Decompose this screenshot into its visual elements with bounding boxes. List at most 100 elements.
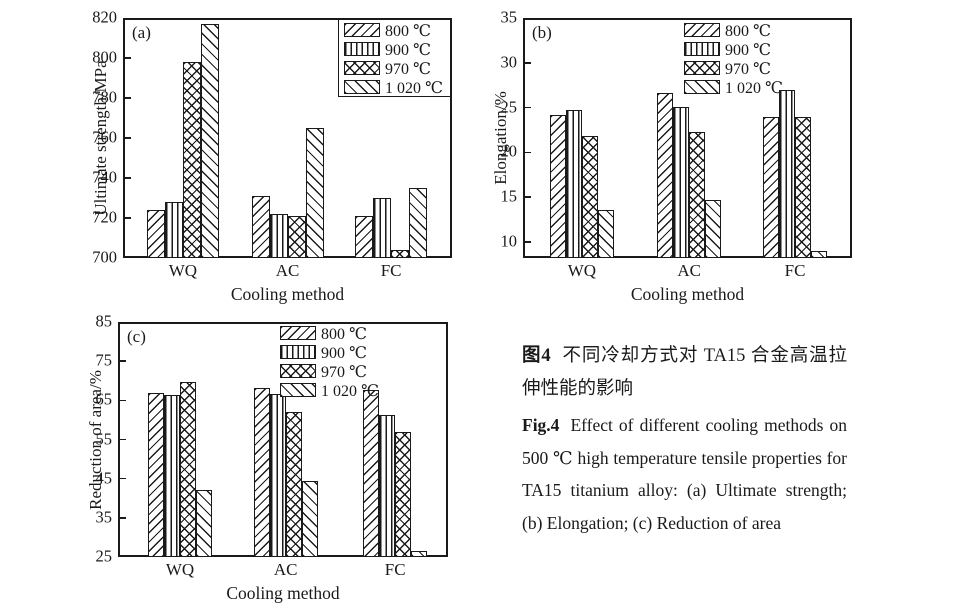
y-tick-mark-a bbox=[125, 137, 131, 139]
x-tick-label-b: FC bbox=[784, 261, 806, 280]
legend-swatch-a bbox=[344, 23, 380, 37]
y-tick-mark-b bbox=[525, 151, 531, 154]
y-tick-mark-b bbox=[525, 196, 531, 198]
y-tick-label-c: 35 bbox=[95, 507, 113, 527]
bar-c-WQ-series2 bbox=[180, 382, 197, 557]
bar-b-AC-series3 bbox=[705, 199, 722, 258]
y-tick-label-c: 75 bbox=[95, 350, 113, 370]
figure-caption: 图4 不同冷却方式对 TA15 合金高温拉伸性能的影响 Fig.4 Effect o… bbox=[522, 340, 847, 539]
y-tick-label-c: 25 bbox=[95, 546, 113, 566]
bar-b-WQ-series0 bbox=[549, 114, 566, 258]
bar-a-FC-series2 bbox=[391, 250, 410, 258]
caption-chinese-label: 图4 bbox=[522, 346, 551, 366]
legend-label-a: 800 ℃ bbox=[385, 23, 431, 40]
caption-chinese-text: 不同冷却方式对 TA15 合金高温拉伸性能的影响 bbox=[522, 346, 847, 399]
bar-a-AC-series3 bbox=[305, 128, 324, 258]
x-tick-label-c: WQ bbox=[165, 560, 195, 579]
bar-a-FC-series3 bbox=[409, 188, 428, 258]
bar-b-FC-series1 bbox=[779, 89, 796, 258]
bar-b-WQ-series2 bbox=[581, 136, 598, 258]
x-axis-label-c: Cooling method bbox=[226, 583, 340, 603]
y-tick-mark-a bbox=[125, 57, 131, 59]
bar-a-WQ-series0 bbox=[146, 210, 165, 258]
x-tick-label-a: WQ bbox=[168, 261, 198, 280]
y-tick-mark-a bbox=[125, 217, 131, 219]
caption-english: Fig.4 Effect of different cooling methods… bbox=[522, 409, 847, 539]
y-tick-label-b: 15 bbox=[500, 186, 518, 206]
bar-a-WQ-series1 bbox=[164, 202, 183, 258]
legend-swatch-c bbox=[280, 383, 316, 397]
bar-c-FC-series2 bbox=[395, 431, 412, 557]
bar-c-WQ-series1 bbox=[164, 395, 181, 557]
bar-b-AC-series1 bbox=[673, 106, 690, 258]
y-axis-label-b: Elongation/% bbox=[491, 91, 510, 185]
legend-swatch-b bbox=[684, 61, 720, 75]
x-tick-label-b: AC bbox=[677, 261, 701, 280]
bar-a-FC-series1 bbox=[373, 198, 392, 258]
y-tick-mark-b bbox=[525, 62, 531, 64]
bar-c-WQ-series3 bbox=[196, 489, 213, 557]
y-tick-label-b: 30 bbox=[500, 52, 518, 72]
y-tick-label-a: 720 bbox=[92, 207, 117, 227]
legend-label-b: 1 020 ℃ bbox=[725, 80, 783, 97]
legend-swatch-b bbox=[684, 80, 720, 94]
caption-english-label: Fig.4 bbox=[522, 415, 560, 435]
bar-c-AC-series2 bbox=[285, 412, 302, 557]
legend-border-a bbox=[338, 18, 452, 97]
y-tick-mark-c bbox=[120, 477, 126, 480]
legend-swatch-a bbox=[344, 80, 380, 94]
x-tick-label-c: FC bbox=[384, 560, 406, 579]
legend-swatch-b bbox=[684, 42, 720, 56]
y-tick-mark-a bbox=[125, 97, 131, 99]
bar-a-AC-series1 bbox=[269, 214, 288, 258]
bar-b-AC-series0 bbox=[657, 93, 674, 258]
bar-b-FC-series3 bbox=[811, 250, 828, 258]
y-tick-label-a: 740 bbox=[92, 167, 117, 187]
y-tick-label-c: 85 bbox=[95, 311, 113, 331]
panel-label-a: (a) bbox=[132, 23, 151, 42]
legend-swatch-c bbox=[280, 326, 316, 340]
legend-swatch-a bbox=[344, 42, 380, 56]
bar-b-WQ-series3 bbox=[597, 209, 614, 258]
y-tick-mark-c bbox=[120, 438, 126, 441]
y-tick-label-a: 800 bbox=[92, 47, 117, 67]
x-axis-label-a: Cooling method bbox=[230, 284, 345, 304]
y-tick-label-a: 760 bbox=[92, 127, 117, 147]
legend-label-c: 800 ℃ bbox=[321, 326, 367, 343]
y-tick-label-c: 45 bbox=[95, 468, 113, 488]
legend-swatch-b bbox=[684, 23, 720, 37]
legend-swatch-c bbox=[280, 345, 316, 359]
y-tick-label-a: 820 bbox=[92, 7, 117, 27]
y-tick-label-c: 65 bbox=[95, 389, 113, 409]
y-tick-label-b: 25 bbox=[500, 97, 518, 117]
bar-c-AC-series3 bbox=[301, 481, 318, 557]
x-axis-label-b: Cooling method bbox=[630, 284, 745, 304]
bar-a-WQ-series3 bbox=[200, 24, 219, 258]
bar-b-WQ-series1 bbox=[565, 110, 582, 258]
y-tick-mark-c bbox=[120, 360, 126, 362]
y-axis-label-c: Reduction of area/% bbox=[86, 369, 105, 510]
legend-swatch-c bbox=[280, 364, 316, 378]
legend-label-c: 900 ℃ bbox=[321, 345, 367, 362]
x-tick-label-c: AC bbox=[273, 560, 298, 579]
legend-label-c: 970 ℃ bbox=[321, 364, 367, 381]
bar-b-FC-series0 bbox=[763, 116, 780, 258]
bar-a-AC-series2 bbox=[287, 216, 306, 258]
panel-label-c: (c) bbox=[127, 327, 146, 346]
bar-c-AC-series1 bbox=[269, 393, 286, 557]
bar-a-WQ-series2 bbox=[182, 62, 201, 258]
bar-a-AC-series0 bbox=[251, 196, 270, 258]
legend-label-a: 900 ℃ bbox=[385, 42, 431, 59]
bar-c-AC-series0 bbox=[253, 388, 270, 557]
legend-label-a: 1 020 ℃ bbox=[385, 80, 443, 97]
caption-english-text: Effect of different cooling methods on 5… bbox=[522, 415, 847, 533]
y-axis-label-a: Ultimate strength/MPa bbox=[91, 60, 110, 216]
y-tick-mark-c bbox=[120, 517, 126, 519]
y-tick-mark-b bbox=[525, 241, 531, 243]
legend-label-b: 900 ℃ bbox=[725, 42, 771, 59]
y-tick-mark-c bbox=[120, 399, 126, 402]
legend-label-c: 1 020 ℃ bbox=[321, 383, 379, 400]
y-tick-label-a: 700 bbox=[92, 247, 117, 267]
bar-c-FC-series0 bbox=[363, 390, 380, 557]
